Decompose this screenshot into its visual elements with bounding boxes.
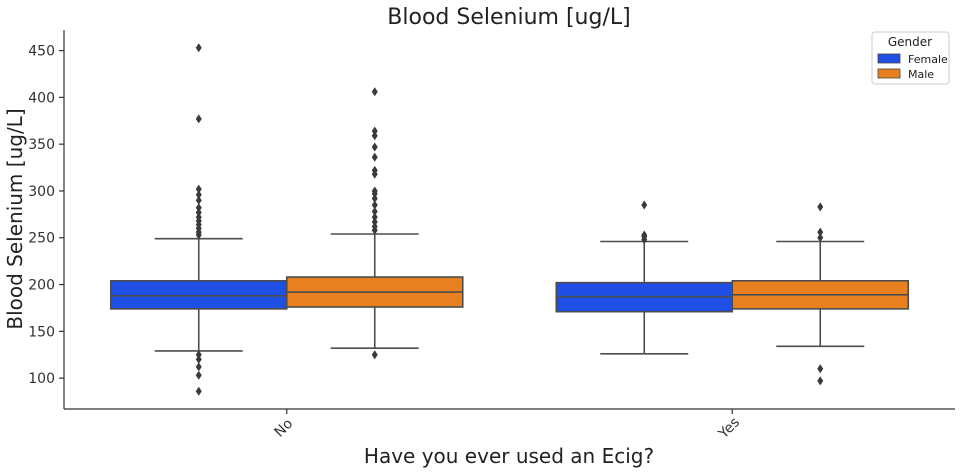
outlier-point xyxy=(817,233,824,243)
y-tick-label: 400 xyxy=(28,90,55,106)
y-axis-ticks: 100 150 200 250 300 350 400 450 xyxy=(28,44,64,387)
y-tick-label: 100 xyxy=(28,371,55,387)
outlier-point xyxy=(195,190,202,200)
legend-label-male: Male xyxy=(908,68,934,81)
legend: Gender Female Male xyxy=(871,31,950,85)
outlier-point xyxy=(195,184,202,194)
outlier-point xyxy=(641,230,648,240)
outlier-point xyxy=(817,364,824,374)
box-female-yes xyxy=(555,200,734,355)
legend-label-female: Female xyxy=(908,53,948,66)
outlier-point xyxy=(195,354,202,364)
outlier-point xyxy=(371,131,378,141)
outlier-point xyxy=(371,193,378,203)
legend-title: Gender xyxy=(888,35,932,49)
y-tick-label: 300 xyxy=(28,184,55,200)
outlier-point xyxy=(371,212,378,222)
outlier-point xyxy=(195,195,202,205)
outlier-point xyxy=(195,350,202,360)
legend-swatch-female xyxy=(877,53,901,64)
outlier-point xyxy=(195,212,202,222)
outlier-point xyxy=(371,142,378,152)
outlier-point xyxy=(817,227,824,237)
box-body xyxy=(109,279,288,310)
y-tick-label: 150 xyxy=(28,324,55,340)
x-tick-label: No xyxy=(272,416,297,441)
outlier-point xyxy=(371,217,378,227)
outlier-point xyxy=(371,222,378,232)
outlier-point xyxy=(371,152,378,162)
outlier-point xyxy=(195,370,202,380)
box-male-no xyxy=(285,87,464,360)
plot-area xyxy=(109,43,910,396)
y-tick-label: 350 xyxy=(28,137,55,153)
outlier-point xyxy=(195,203,202,213)
outlier-point xyxy=(371,165,378,175)
box-male-yes xyxy=(731,202,910,386)
y-tick-label: 450 xyxy=(28,44,55,60)
x-axis-ticks: No Yes xyxy=(272,409,743,443)
y-axis-label: Blood Selenium [ug/L] xyxy=(3,108,27,329)
outlier-point xyxy=(371,126,378,136)
y-tick-label: 200 xyxy=(28,278,55,294)
chart-title: Blood Selenium [ug/L] xyxy=(387,5,630,30)
outlier-point xyxy=(817,202,824,212)
legend-swatch-male xyxy=(877,68,901,79)
outlier-point xyxy=(195,362,202,372)
x-tick-label: Yes xyxy=(715,415,743,443)
outlier-point xyxy=(371,186,378,196)
outlier-point xyxy=(817,376,824,386)
outlier-point xyxy=(371,207,378,217)
outlier-point xyxy=(641,200,648,210)
outlier-point xyxy=(371,87,378,97)
outlier-point xyxy=(195,114,202,124)
outlier-point xyxy=(195,386,202,396)
box-female-no xyxy=(109,43,288,396)
y-tick-label: 250 xyxy=(28,231,55,247)
outlier-point xyxy=(371,350,378,360)
outlier-point xyxy=(371,200,378,210)
outlier-point xyxy=(195,207,202,217)
x-axis-label: Have you ever used an Ecig? xyxy=(364,444,654,468)
outlier-point xyxy=(195,43,202,53)
